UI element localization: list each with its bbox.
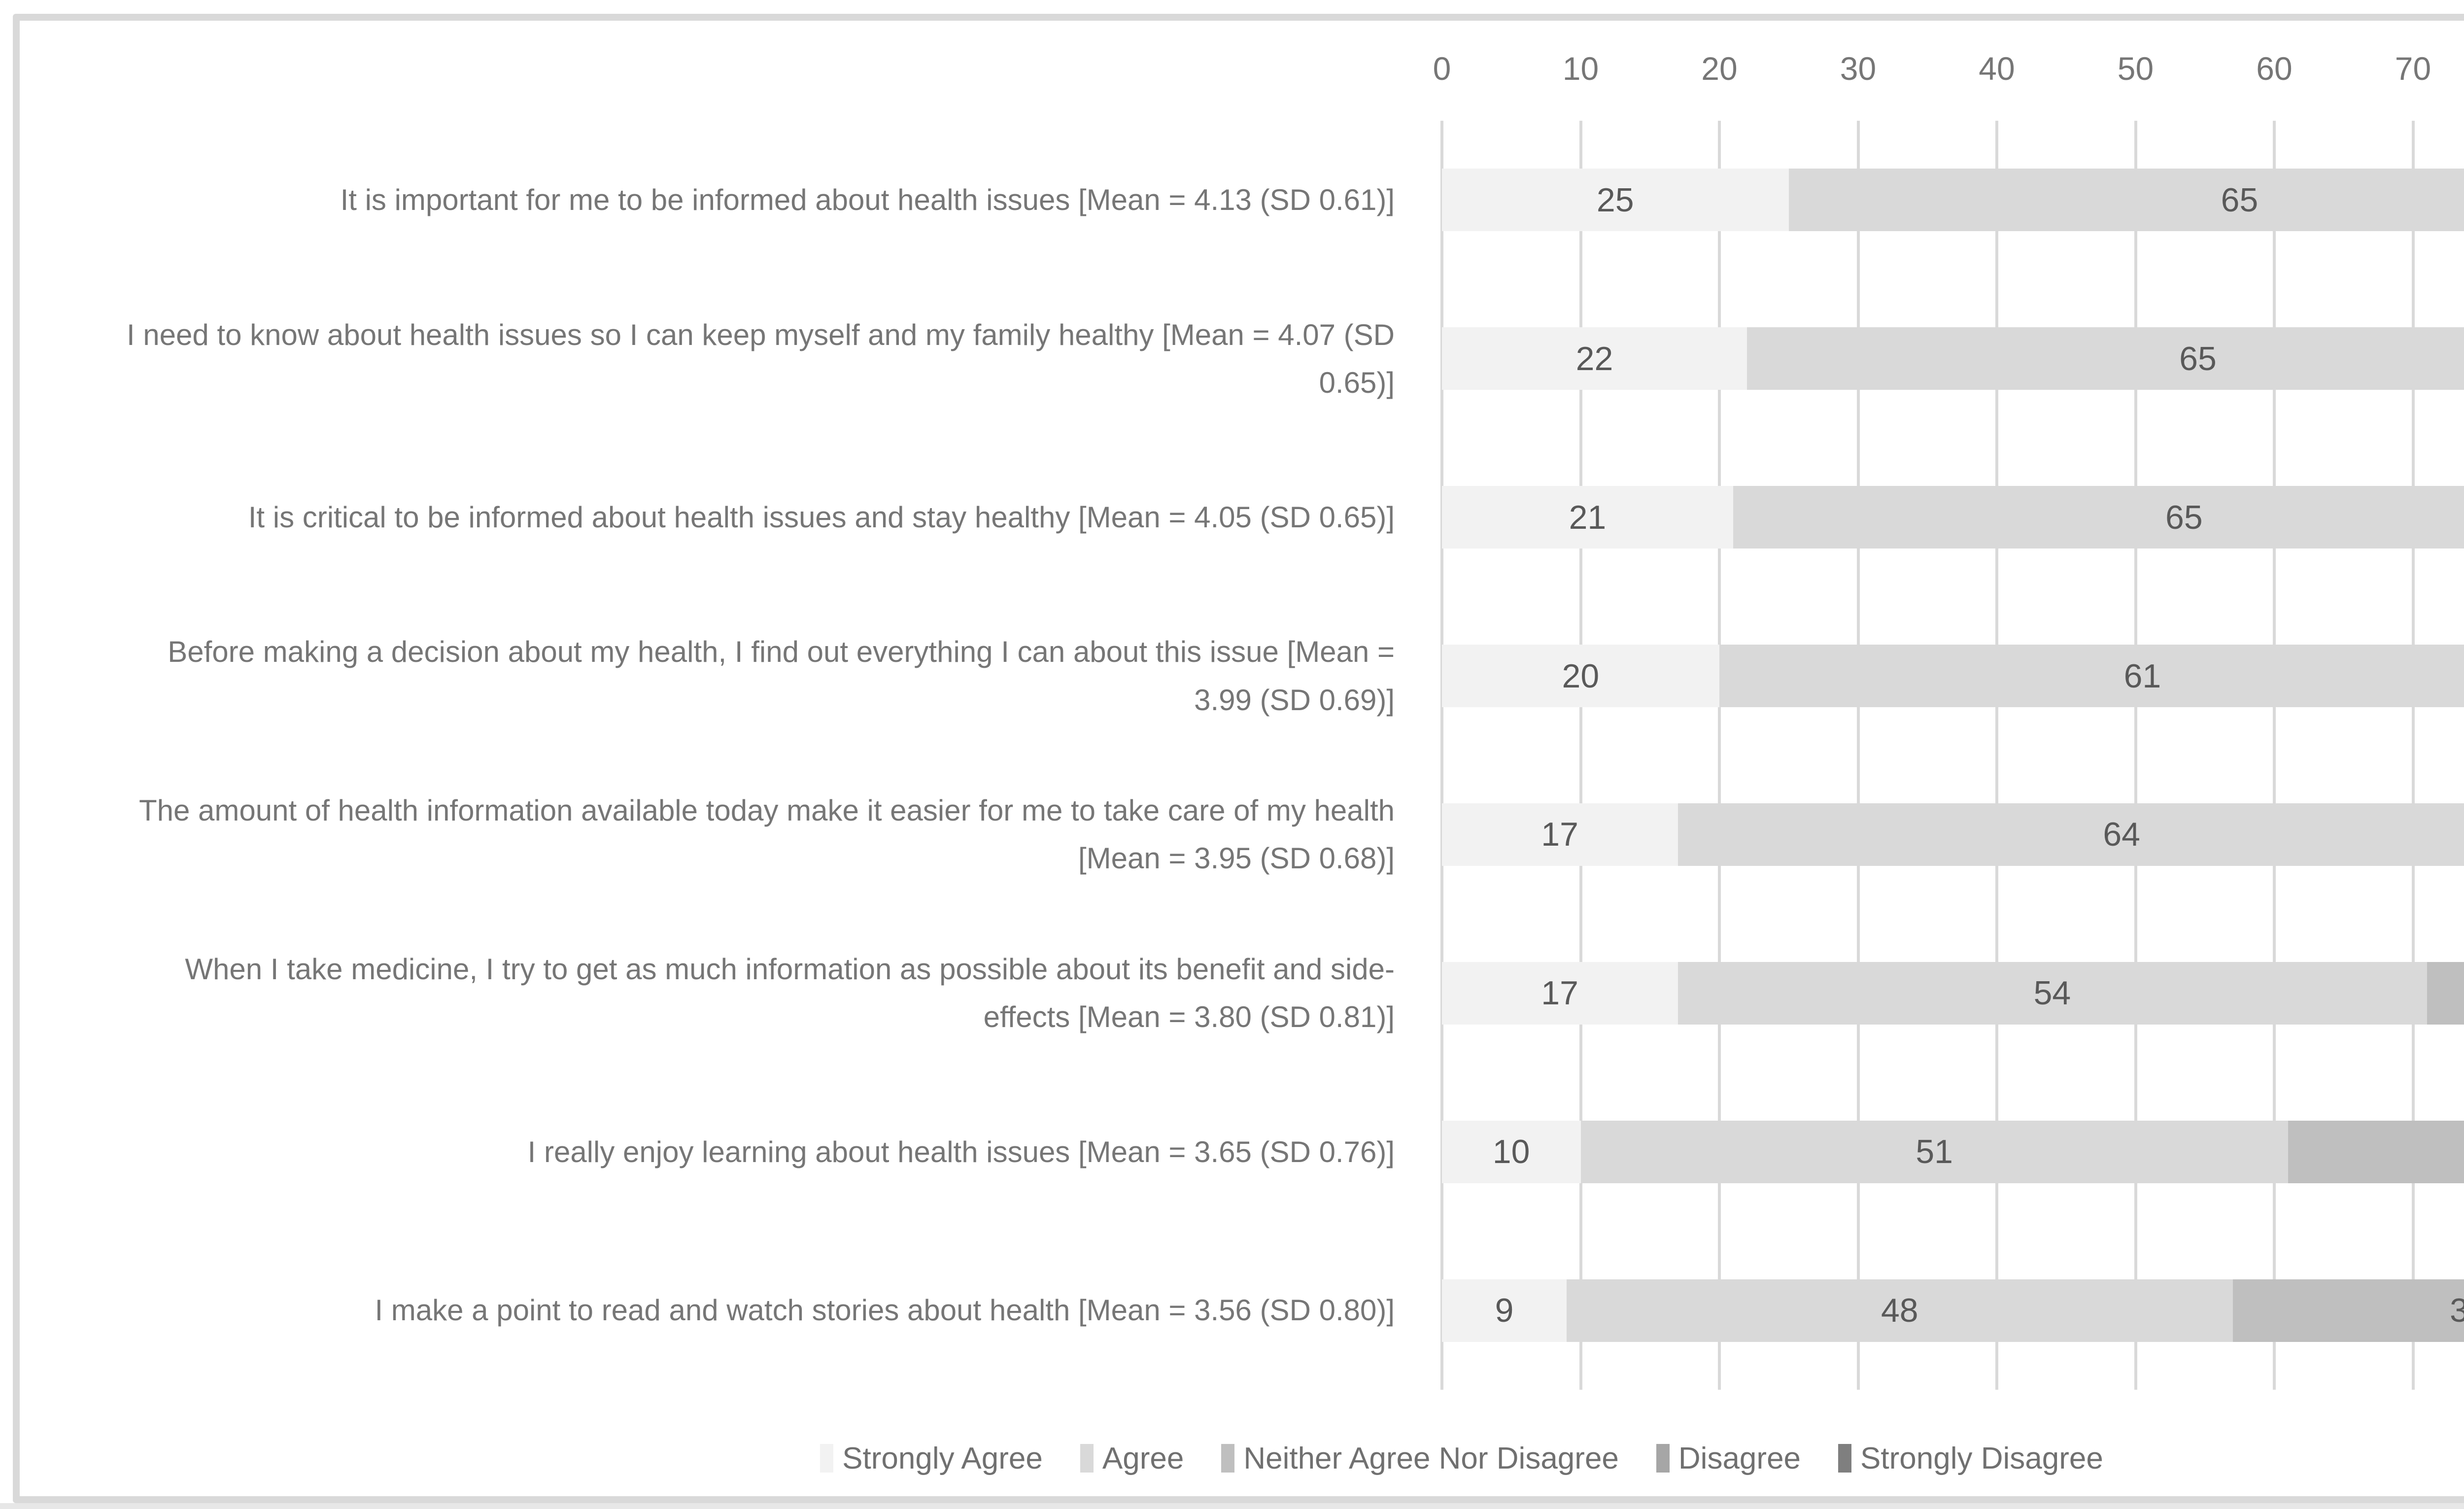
bar-segment-agree: [1580, 1120, 2289, 1183]
bar-segment-agree: [1567, 1279, 2233, 1342]
value-label: 64: [2103, 816, 2140, 854]
x-tick-label: 10: [1562, 50, 1599, 87]
value-label: 20: [1562, 657, 1600, 695]
bar-segment-strongly-agree: [1442, 486, 1734, 549]
stacked-bar: [1442, 486, 2464, 549]
bar-segment-agree: [1788, 169, 2464, 232]
bar-segment-agree: [1747, 327, 2464, 390]
value-label: 22: [1575, 340, 1613, 377]
value-label: 48: [1881, 1292, 1918, 1330]
value-label: 61: [2123, 657, 2161, 695]
legend-swatch-strongly-disagree: [1838, 1444, 1852, 1473]
category-label: I make a point to read and watch stories…: [113, 1236, 1395, 1384]
x-tick-label: 50: [2117, 50, 2154, 87]
bar-segment-strongly-agree: [1442, 803, 1678, 866]
bar-segment-strongly-agree: [1442, 645, 1719, 708]
bar-segment-strongly-agree: [1442, 169, 1789, 232]
gridline: [1718, 121, 1721, 1390]
stacked-bar: [1442, 803, 2464, 866]
x-tick-label: 60: [2256, 50, 2293, 87]
bar-segment-strongly-agree: [1442, 327, 1747, 390]
legend-label: Disagree: [1678, 1441, 1801, 1475]
legend-item-neither-agree-nor-disagree: Neither Agree Nor Disagree: [1221, 1441, 1619, 1476]
category-label: It is important for me to be informed ab…: [113, 126, 1395, 274]
gridline: [1856, 121, 1860, 1390]
gridline: [1440, 121, 1443, 1390]
bar-segment-agree: [1719, 645, 2464, 708]
value-label: 54: [2033, 974, 2071, 1012]
value-label: 17: [1541, 974, 1578, 1012]
bar-segment-neither-agree-nor-disagree: [2288, 1120, 2464, 1183]
category-label-text: Before making a decision about my health…: [168, 635, 1395, 717]
category-label: When I take medicine, I try to get as mu…: [113, 919, 1395, 1067]
category-label-text: I need to know about health issues so I …: [126, 318, 1395, 399]
bar-segment-agree: [1733, 486, 2464, 549]
gridline: [1995, 121, 1998, 1390]
page-bottom-strip: [0, 1503, 2464, 1509]
value-label: 17: [1541, 816, 1578, 854]
bar-segment-strongly-agree: [1442, 961, 1678, 1025]
x-tick-label: 40: [1979, 50, 2015, 87]
gridline: [2411, 121, 2415, 1390]
category-label: I need to know about health issues so I …: [113, 285, 1395, 433]
bar-segment-neither-agree-nor-disagree: [2232, 1279, 2464, 1342]
value-label: 65: [2165, 498, 2203, 536]
legend-label: Strongly Disagree: [1860, 1441, 2103, 1475]
category-label-text: When I take medicine, I try to get as mu…: [185, 953, 1395, 1034]
stacked-bar: [1442, 327, 2464, 390]
category-label-text: The amount of health information availab…: [138, 794, 1395, 875]
stacked-bar: [1442, 169, 2464, 232]
category-label-text: It is critical to be informed about heal…: [248, 501, 1395, 534]
value-label: 65: [2179, 340, 2217, 377]
bar-segment-strongly-agree: [1442, 1120, 1581, 1183]
legend-item-strongly-agree: Strongly Agree: [820, 1441, 1043, 1476]
legend-swatch-strongly-agree: [820, 1444, 834, 1473]
bar-segment-agree: [1677, 961, 2427, 1025]
value-label: 10: [1492, 1133, 1530, 1171]
value-label: 25: [1596, 181, 1634, 219]
gridline: [1579, 121, 1582, 1390]
x-tick-label: 30: [1840, 50, 1877, 87]
legend-item-agree: Agree: [1080, 1441, 1184, 1476]
value-label: 21: [1569, 498, 1607, 536]
legend-label: Strongly Agree: [842, 1441, 1043, 1475]
stacked-bar: [1442, 1279, 2464, 1342]
gridline: [2273, 121, 2276, 1390]
value-label: 65: [2221, 181, 2259, 219]
chart-frame: 0102030405060708090100 It is important f…: [13, 14, 2464, 1503]
legend-item-disagree: Disagree: [1656, 1441, 1801, 1476]
category-label-text: I make a point to read and watch stories…: [375, 1294, 1395, 1327]
x-tick-label: 0: [1433, 50, 1451, 87]
gridline: [2134, 121, 2137, 1390]
category-label: I really enjoy learning about health iss…: [113, 1078, 1395, 1226]
legend-swatch-neither-agree-nor-disagree: [1221, 1444, 1235, 1473]
category-label: The amount of health information availab…: [113, 760, 1395, 908]
value-label: 51: [1916, 1133, 1953, 1171]
legend-label: Neither Agree Nor Disagree: [1243, 1441, 1619, 1475]
legend-item-strongly-disagree: Strongly Disagree: [1838, 1441, 2103, 1476]
stacked-bar: [1442, 1120, 2464, 1183]
legend-swatch-disagree: [1656, 1444, 1670, 1473]
category-label-text: It is important for me to be informed ab…: [340, 183, 1395, 217]
stacked-bar: [1442, 645, 2464, 708]
x-tick-label: 70: [2395, 50, 2431, 87]
x-tick-label: 20: [1701, 50, 1738, 87]
legend-label: Agree: [1102, 1441, 1184, 1475]
value-label: 34: [2450, 1292, 2464, 1330]
legend: Strongly Agree Agree Neither Agree Nor Dis…: [20, 1431, 2464, 1485]
value-label: 9: [1495, 1292, 1514, 1330]
legend-swatch-agree: [1080, 1444, 1094, 1473]
category-label: Before making a decision about my health…: [113, 602, 1395, 750]
bar-segment-neither-agree-nor-disagree: [2427, 961, 2464, 1025]
bar-segment-agree: [1677, 803, 2464, 866]
category-label: It is critical to be informed about heal…: [113, 444, 1395, 591]
stacked-bar: [1442, 961, 2464, 1025]
bar-segment-strongly-agree: [1442, 1279, 1567, 1342]
category-label-text: I really enjoy learning about health iss…: [527, 1135, 1395, 1168]
